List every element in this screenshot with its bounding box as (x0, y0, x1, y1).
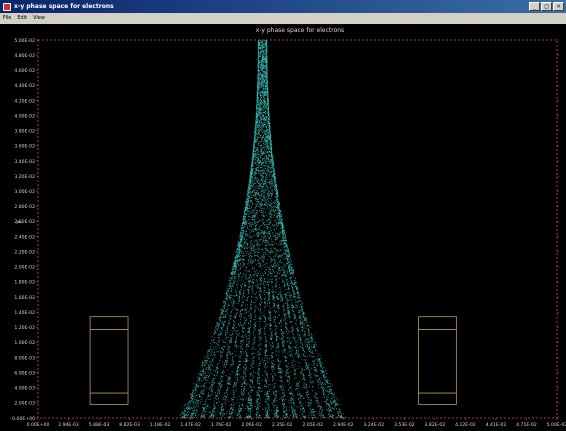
x-tick-label: 3.53E-02 (394, 422, 415, 428)
y-tick-label: 2.00E-03 (14, 401, 35, 407)
particle-cloud (180, 39, 347, 419)
y-tick-label: 6.00E-03 (14, 370, 35, 376)
x-tick-label: 5.00E-02 (547, 422, 566, 428)
y-axis-label: y (15, 220, 22, 224)
x-tick-label: 1.76E-02 (211, 422, 232, 428)
x-tick-label: 8.82E-03 (119, 422, 140, 428)
y-tick-label: 2.00E-02 (14, 265, 35, 271)
x-tick-label: 5.88E-03 (89, 422, 110, 428)
x-tick-label: 2.06E-02 (241, 422, 262, 428)
x-tick-label: 3.24E-02 (364, 422, 385, 428)
y-tick-label: 4.60E-02 (14, 68, 35, 74)
y-tick-label: 1.40E-02 (14, 310, 35, 316)
x-tick-label: 0.00E+00 (27, 422, 50, 428)
y-tick-label: 1.80E-02 (14, 280, 35, 286)
y-tick-label: 3.20E-02 (14, 174, 35, 180)
y-tick-label: 2.20E-02 (14, 249, 35, 255)
x-tick-label: 1.18E-02 (150, 422, 171, 428)
menu-bar: File Edit View (0, 13, 566, 24)
electrode-boxes (89, 316, 457, 405)
x-tick-label: 1.47E-02 (180, 422, 201, 428)
title-bar: x-y phase space for electrons _ □ × (0, 0, 566, 13)
window-controls: _ □ × (529, 2, 564, 11)
x-tick-label: 4.12E-02 (455, 422, 476, 428)
y-tick-label: 8.00E-03 (14, 355, 35, 361)
x-axis-ticks: 0.00E+00 2.94E-03 5.88E-03 8.82E-03 1.18E-02… (27, 418, 566, 428)
electrode-box (418, 316, 457, 405)
electrode-box (89, 316, 129, 405)
y-tick-label: 3.00E-02 (14, 189, 35, 195)
close-button[interactable]: × (553, 2, 564, 11)
x-tick-label: 4.41E-02 (486, 422, 507, 428)
y-tick-label: 1.20E-02 (14, 325, 35, 331)
x-tick-label: 2.65E-02 (302, 422, 323, 428)
y-tick-label: 4.00E-03 (14, 386, 35, 392)
y-tick-label: 2.80E-02 (14, 204, 35, 210)
y-tick-label: 4.00E-02 (14, 113, 35, 119)
x-tick-label: 2.94E-03 (58, 422, 79, 428)
plot-frame (37, 39, 558, 419)
menu-edit[interactable]: Edit (17, 15, 28, 21)
y-tick-label: 1.00E-02 (14, 340, 35, 346)
minimize-button[interactable]: _ (529, 2, 540, 11)
phase-space-chart[interactable]: x-y phase space for electrons y 0.00E+00… (0, 24, 566, 431)
maximize-button[interactable]: □ (541, 2, 552, 11)
particle-points (180, 39, 347, 419)
y-tick-label: 5.00E-02 (14, 38, 35, 44)
y-tick-label: 4.20E-02 (14, 98, 35, 104)
y-tick-label: 3.40E-02 (14, 159, 35, 165)
y-tick-label: 2.40E-02 (14, 234, 35, 240)
menu-file[interactable]: File (3, 15, 12, 21)
chart-title: x-y phase space for electrons (256, 27, 344, 34)
x-tick-label: 2.35E-02 (272, 422, 293, 428)
app-icon (3, 2, 11, 11)
plot-area[interactable]: x-y phase space for electrons y 0.00E+00… (0, 24, 566, 431)
menu-view[interactable]: View (33, 15, 45, 21)
y-tick-label: 1.60E-02 (14, 295, 35, 301)
x-tick-label: 2.94E-02 (333, 422, 354, 428)
y-tick-label: 3.60E-02 (14, 144, 35, 150)
x-tick-label: 3.82E-02 (425, 422, 446, 428)
y-axis-ticks: 0.00E+00 2.00E-03 4.00E-03 6.00E-03 8.00E-03… (12, 38, 559, 422)
y-tick-label: 4.40E-02 (14, 83, 35, 89)
x-tick-label: 4.71E-02 (516, 422, 537, 428)
y-tick-label: 4.80E-02 (14, 53, 35, 59)
y-tick-label: 2.60E-02 (14, 219, 35, 225)
y-tick-label: 3.80E-02 (14, 129, 35, 135)
window-title: x-y phase space for electrons (14, 3, 114, 10)
y-tick-label: 0.00E+00 (12, 416, 35, 422)
